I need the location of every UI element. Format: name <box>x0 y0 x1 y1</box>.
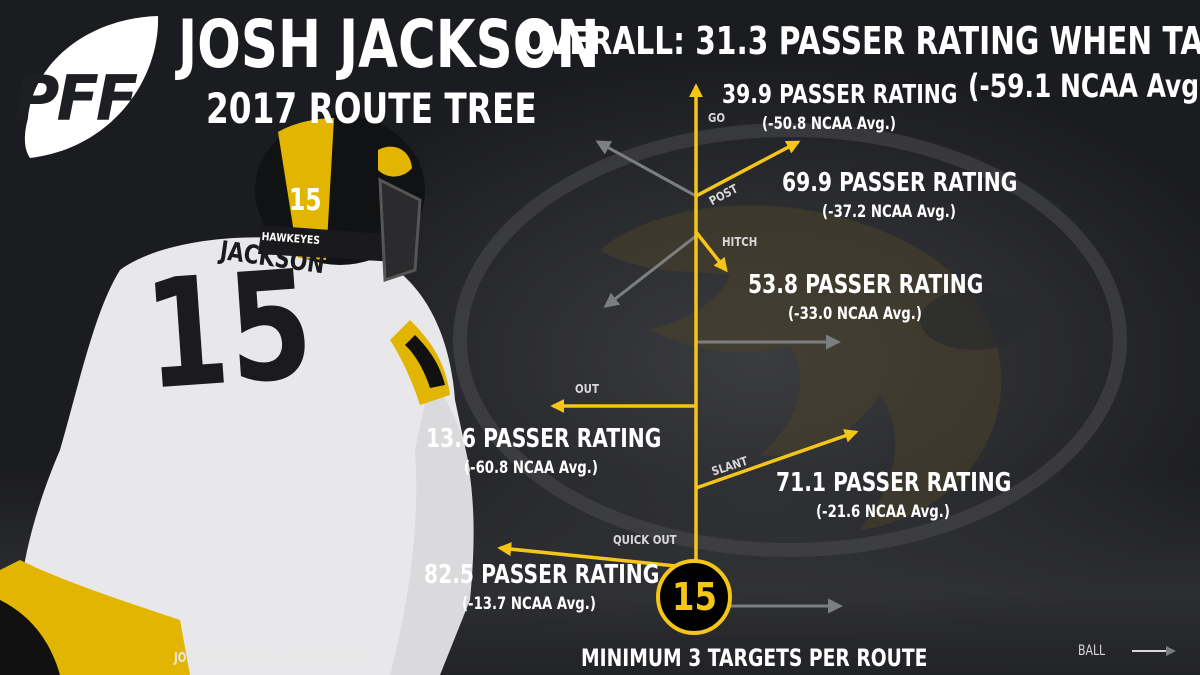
hawk-logo-icon <box>600 205 1002 530</box>
post-rating: 69.9 PASSER RATING <box>782 168 1018 198</box>
player-name-title: JOSH JACKSON <box>178 6 600 83</box>
receiver-badge-number: 15 <box>672 575 717 619</box>
logo-oval <box>453 123 1127 557</box>
helmet-number: 15 <box>289 183 322 218</box>
hitch-ncaa-avg: (-33.0 NCAA Avg.) <box>788 304 922 324</box>
active-routes <box>497 83 859 575</box>
pff-logo-text: PFF <box>14 62 138 135</box>
quick-out-ncaa-avg: (-13.7 NCAA Avg.) <box>462 594 596 614</box>
route-label-out: OUT <box>575 382 599 396</box>
player-jersey <box>17 237 470 675</box>
go-rating: 39.9 PASSER RATING <box>722 80 958 110</box>
minimum-targets-note: MINIMUM 3 TARGETS PER ROUTE <box>581 644 928 672</box>
go-ncaa-avg: (-50.8 NCAA Avg.) <box>762 114 896 134</box>
facemask <box>378 177 422 283</box>
photo-credit: JONATHAN DANIEL/GETTY IMAGES <box>174 651 368 666</box>
route-label-quick-out: QUICK OUT <box>613 533 677 547</box>
receiver-badge <box>656 559 732 635</box>
route-label-hitch: HITCH <box>722 235 758 249</box>
ball-label: BALL <box>1078 643 1106 659</box>
slant-rating: 71.1 PASSER RATING <box>776 468 1012 498</box>
quick-out-route <box>497 542 677 568</box>
out-ncaa-avg: (-60.8 NCAA Avg.) <box>464 458 598 478</box>
post-route <box>695 140 801 198</box>
overall-ncaa-avg: (-59.1 NCAA Avg.) <box>968 67 1200 105</box>
slant-route <box>695 429 859 490</box>
route-tree-subtitle: 2017 ROUTE TREE <box>206 84 537 133</box>
hitch-rating: 53.8 PASSER RATING <box>748 270 984 300</box>
post-ncaa-avg: (-37.2 NCAA Avg.) <box>822 202 956 222</box>
pff-logo: PFF <box>8 8 166 166</box>
hitch-route <box>694 230 728 273</box>
player-arm <box>390 380 474 675</box>
quick-out-rating: 82.5 PASSER RATING <box>424 560 660 590</box>
player-photo <box>0 115 474 675</box>
out-rating: 13.6 PASSER RATING <box>426 424 662 454</box>
slant-ncaa-avg: (-21.6 NCAA Avg.) <box>816 502 950 522</box>
route-label-go: GO <box>708 111 726 125</box>
overall-rating: OVERALL: 31.3 PASSER RATING WHEN TARGETE… <box>522 19 1200 63</box>
